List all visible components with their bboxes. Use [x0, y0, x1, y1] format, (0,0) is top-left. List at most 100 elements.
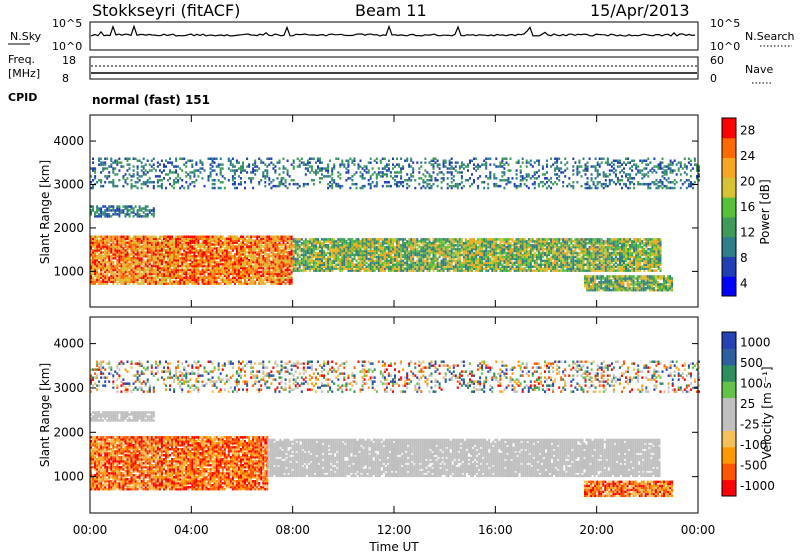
scatter-cell: [462, 253, 465, 257]
scatter-cell: [185, 282, 188, 285]
scatter-cell: [396, 263, 398, 266]
scatter-cell: [586, 247, 589, 251]
scatter-cell: [126, 276, 129, 279]
scatter-cell: [160, 274, 163, 278]
scatter-cell: [193, 257, 196, 260]
scatter-cell: [286, 239, 289, 242]
scatter-cell: [165, 272, 167, 276]
scatter-cell: [110, 239, 113, 242]
scatter-cell: [177, 245, 180, 248]
scatter-cell: [221, 237, 224, 240]
scatter-cell: [128, 255, 131, 258]
scatter-cell: [219, 251, 222, 254]
scatter-cell: [284, 270, 287, 274]
scatter-cell: [248, 235, 251, 238]
scatter-cell: [325, 244, 328, 247]
scatter-cell: [343, 251, 346, 255]
scatter-cell: [596, 267, 599, 270]
scatter-cell: [140, 272, 143, 276]
scatter-cell: [568, 238, 571, 241]
scatter-cell: [288, 247, 291, 250]
scatter-cell: [171, 268, 174, 272]
scatter-cell: [572, 265, 575, 268]
scatter-cell: [260, 251, 263, 254]
scatter-cell: [256, 241, 259, 244]
scatter-cell: [499, 267, 502, 270]
scatter-cell: [203, 255, 206, 258]
scatter-cell: [487, 269, 490, 272]
scatter-cell: [458, 255, 461, 259]
scatter-cell: [266, 253, 269, 256]
scatter-cell: [519, 265, 522, 268]
scatter-cell: [165, 253, 167, 256]
scatter-cell: [266, 255, 269, 258]
scatter-cell: [296, 244, 299, 247]
scatter-cell: [596, 238, 599, 241]
scatter-cell: [120, 253, 123, 256]
scatter-cell: [171, 243, 174, 246]
scatter-cell: [629, 238, 632, 241]
scatter-cell: [604, 263, 607, 266]
scatter-cell: [527, 245, 530, 249]
scatter-cell: [120, 278, 123, 281]
scatter-cell: [389, 247, 392, 251]
scatter-cell: [203, 235, 206, 238]
scatter-cell: [116, 241, 119, 244]
scatter-cell: [596, 253, 599, 257]
scatter-cell: [108, 276, 111, 279]
scatter-cell: [244, 257, 246, 260]
scatter-cell: [398, 265, 401, 268]
scatter-cell: [612, 253, 615, 257]
scatter-cell: [211, 253, 214, 256]
scatter-cell: [444, 263, 447, 266]
scatter-cell: [217, 270, 220, 274]
scatter-cell: [130, 243, 133, 246]
scatter-cell: [270, 237, 273, 240]
scatter-cell: [310, 261, 313, 265]
scatter-cell: [483, 257, 486, 261]
scatter-cell: [436, 244, 439, 247]
scatter-cell: [136, 280, 139, 283]
scatter-cell: [197, 241, 200, 244]
scatter-cell: [400, 238, 403, 241]
scatter-cell: [383, 259, 386, 263]
scatter-cell: [217, 239, 220, 242]
scatter-cell: [616, 265, 619, 268]
scatter-cell: [233, 278, 236, 281]
scatter-cell: [270, 276, 273, 279]
scatter-cell: [379, 247, 382, 251]
scatter-cell: [552, 245, 555, 249]
scatter-cell: [217, 247, 220, 250]
scatter-cell: [331, 249, 334, 253]
scatter-cell: [156, 249, 159, 252]
scatter-cell: [446, 240, 449, 243]
scatter-cell: [377, 255, 380, 259]
scatter-cell: [306, 267, 309, 270]
scatter-cell: [106, 268, 109, 272]
scatter-cell: [310, 247, 313, 251]
scatter-cell: [387, 244, 390, 247]
scatter-cell: [491, 259, 494, 263]
scatter-cell: [406, 267, 409, 270]
scatter-cell: [106, 276, 109, 279]
scatter-cell: [523, 247, 526, 251]
scatter-cell: [90, 274, 92, 278]
scatter-cell: [339, 244, 342, 247]
nave-tick-top: 60: [710, 54, 724, 67]
scatter-cell: [177, 259, 180, 262]
scatter-cell: [260, 278, 263, 281]
scatter-cell: [361, 263, 364, 266]
scatter-cell: [584, 245, 587, 249]
scatter-cell: [116, 268, 119, 272]
scatter-cell: [114, 257, 117, 260]
scatter-cell: [424, 261, 427, 265]
scatter-cell: [600, 247, 603, 251]
scatter-cell: [140, 245, 143, 248]
scatter-cell: [446, 238, 449, 241]
scatter-cell: [248, 249, 251, 252]
scatter-cell: [629, 244, 632, 247]
scatter-cell: [481, 251, 484, 255]
scatter-cell: [383, 251, 386, 255]
scatter-cell: [400, 251, 403, 255]
scatter-cell: [191, 260, 194, 264]
